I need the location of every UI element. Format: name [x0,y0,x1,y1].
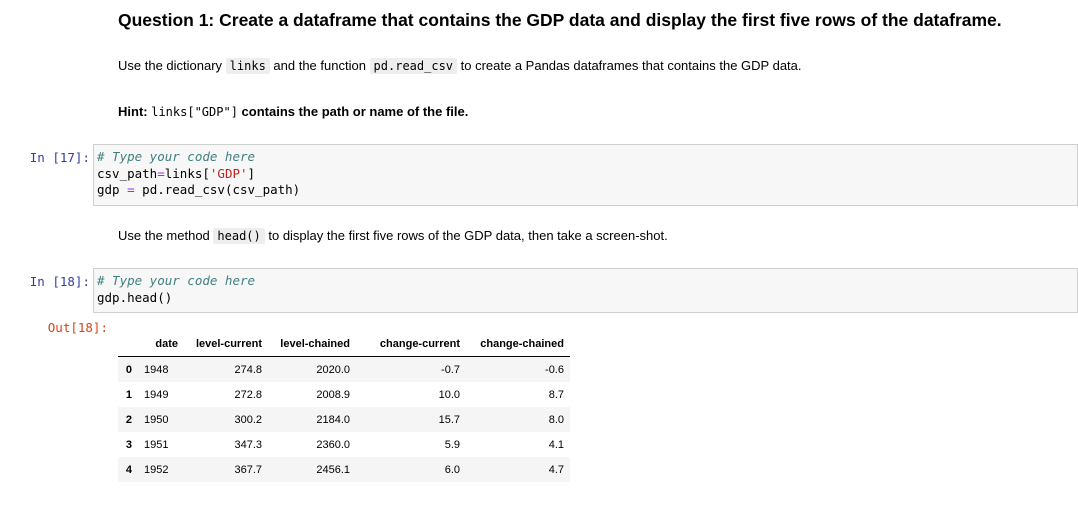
code-token: pd.read_csv(csv_path) [134,182,301,197]
code-line: # Type your code here [97,149,1074,166]
table-row: 1 1949 272.8 2008.9 10.0 8.7 [118,382,570,407]
table-cell: 367.7 [234,463,262,476]
row-index: 1 [125,388,132,401]
table-cell: 5.9 [444,438,460,451]
row-index: 0 [125,363,132,376]
table-cell: 2184.0 [316,413,350,426]
table-row: 0 1948 274.8 2020.0 -0.7 -0.6 [118,356,570,382]
table-cell: 1948 [144,363,169,376]
cell-18-prompt: In [18]: [29,274,90,289]
table-row: 4 1952 367.7 2456.1 6.0 4.7 [118,457,570,482]
code-cell-18[interactable]: # Type your code here gdp.head() [93,268,1078,313]
instruction-paragraph-1: Use the dictionary links and the functio… [118,58,802,74]
table-cell: 6.0 [444,463,460,476]
cell-17-prompt: In [17]: [29,150,90,165]
column-header: level-current [184,332,268,357]
inline-code-read-csv: pd.read_csv [369,58,458,74]
table-cell: 1949 [144,388,169,401]
table-row: 2 1950 300.2 2184.0 15.7 8.0 [118,407,570,432]
table-cell: 2360.0 [316,438,350,451]
column-header: change-current [356,332,466,357]
table-cell: 8.0 [548,413,564,426]
table-cell: 2456.1 [316,463,350,476]
code-line: csv_path=links['GDP'] [97,166,1074,183]
dataframe-table: date level-current level-chained change-… [118,332,570,482]
code-cell-17[interactable]: # Type your code here csv_path=links['GD… [93,144,1078,206]
table-cell: 8.7 [548,388,564,401]
table-row: 3 1951 347.3 2360.0 5.9 4.1 [118,432,570,457]
code-operator: = [127,182,135,197]
table-cell: 2008.9 [316,388,350,401]
code-string: 'GDP' [209,165,248,181]
table-cell: 4.7 [548,463,564,476]
table-cell: 10.0 [438,388,460,401]
inline-code-links: links [225,58,270,74]
table-cell: 2020.0 [316,363,350,376]
code-token: gdp.head() [97,289,173,305]
instruction-text: to create a Pandas dataframes that conta… [457,58,802,73]
inline-code-links-gdp: links["GDP"] [151,105,238,119]
code-token: gdp [97,182,128,197]
inline-code-head: head() [213,228,265,244]
column-header: level-chained [268,332,356,357]
instruction-paragraph-2: Use the method head() to display the fir… [118,228,668,244]
hint-paragraph: Hint: links["GDP"] contains the path or … [118,104,468,119]
instruction-text: Use the dictionary [118,58,226,73]
table-cell: 272.8 [234,388,262,401]
table-cell: 15.7 [438,413,460,426]
table-cell: 300.2 [234,413,262,426]
code-comment: # Type your code here [97,273,256,288]
row-index: 4 [125,463,132,476]
code-line: gdp = pd.read_csv(csv_path) [97,182,1074,199]
table-cell: 1952 [144,463,169,476]
table-cell: -0.7 [441,363,460,376]
code-comment: # Type your code here [97,149,256,164]
instruction-text: Use the method [118,228,214,243]
code-operator: = [157,165,165,181]
instruction-text: to display the first five rows of the GD… [264,228,668,243]
code-token: csv_path [97,165,158,181]
question-title: Question 1: Create a dataframe that cont… [118,10,1002,30]
row-index: 3 [125,438,132,451]
code-token: links[ [164,165,210,181]
column-header [118,332,138,357]
table-cell: -0.6 [545,363,564,376]
code-line: gdp.head() [97,290,1074,307]
hint-text: contains the path or name of the file. [237,104,469,119]
table-cell: 347.3 [234,438,262,451]
instruction-text: and the function [269,58,370,73]
column-header: change-chained [466,332,570,357]
row-index: 2 [125,413,132,426]
table-cell: 1950 [144,413,169,426]
cell-18-out-prompt: Out[18]: [47,320,108,335]
table-cell: 274.8 [234,363,262,376]
hint-label: Hint: [118,104,152,119]
table-header-row: date level-current level-chained change-… [118,332,570,357]
code-token: ] [247,165,256,181]
code-line: # Type your code here [97,273,1074,290]
table-cell: 4.1 [548,438,564,451]
column-header: date [138,332,184,357]
table-cell: 1951 [144,438,169,451]
